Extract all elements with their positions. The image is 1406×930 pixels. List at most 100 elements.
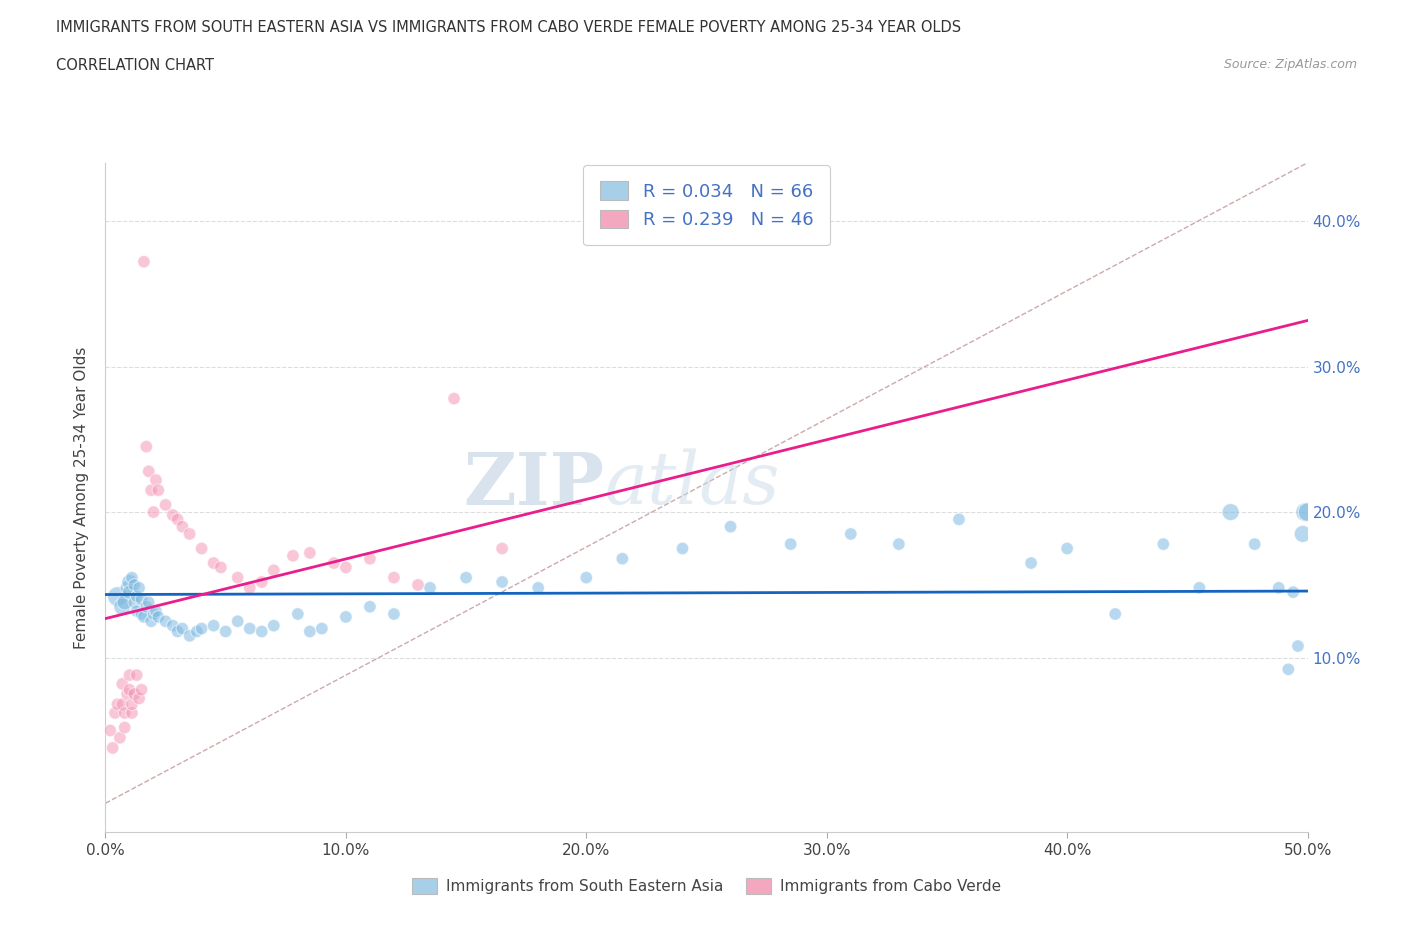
Point xyxy=(138,595,160,610)
Point xyxy=(139,483,162,498)
Point xyxy=(142,505,165,520)
Point xyxy=(335,609,357,624)
Point xyxy=(226,570,249,585)
Point xyxy=(202,555,225,570)
Point xyxy=(98,723,121,737)
Point xyxy=(491,541,513,556)
Point xyxy=(263,563,285,578)
Point xyxy=(382,606,405,621)
Point xyxy=(118,585,141,600)
Point xyxy=(107,589,129,604)
Point xyxy=(263,618,285,633)
Point xyxy=(454,570,477,585)
Point xyxy=(1277,662,1299,677)
Point xyxy=(118,668,141,683)
Point xyxy=(1294,505,1316,520)
Point xyxy=(107,697,129,711)
Point xyxy=(124,578,146,592)
Point xyxy=(948,512,970,526)
Point xyxy=(155,498,177,512)
Point xyxy=(527,580,550,595)
Point xyxy=(132,609,155,624)
Point xyxy=(209,560,232,575)
Point xyxy=(124,595,146,610)
Point xyxy=(419,580,441,595)
Point xyxy=(202,618,225,633)
Point xyxy=(114,595,136,610)
Point xyxy=(1292,526,1315,541)
Point xyxy=(1019,555,1042,570)
Point xyxy=(298,624,321,639)
Point xyxy=(1243,537,1265,551)
Point xyxy=(887,537,910,551)
Point xyxy=(1056,541,1078,556)
Legend: Immigrants from South Eastern Asia, Immigrants from Cabo Verde: Immigrants from South Eastern Asia, Immi… xyxy=(405,870,1008,902)
Point xyxy=(125,668,148,683)
Point xyxy=(281,549,304,564)
Point xyxy=(166,624,188,639)
Point xyxy=(111,676,134,691)
Point xyxy=(179,629,201,644)
Point xyxy=(111,599,134,614)
Point xyxy=(1282,585,1305,600)
Point xyxy=(298,545,321,560)
Point xyxy=(114,706,136,721)
Point xyxy=(142,606,165,621)
Point xyxy=(111,697,134,711)
Point xyxy=(186,624,208,639)
Point xyxy=(322,555,344,570)
Point xyxy=(128,691,150,706)
Point xyxy=(135,439,157,454)
Text: ZIP: ZIP xyxy=(464,448,605,520)
Point xyxy=(190,541,212,556)
Point xyxy=(148,609,170,624)
Point xyxy=(382,570,405,585)
Point xyxy=(172,519,194,534)
Point xyxy=(1104,606,1126,621)
Y-axis label: Female Poverty Among 25-34 Year Olds: Female Poverty Among 25-34 Year Olds xyxy=(75,346,90,649)
Point xyxy=(1296,505,1319,520)
Point xyxy=(121,570,143,585)
Point xyxy=(131,683,153,698)
Point xyxy=(239,621,262,636)
Text: CORRELATION CHART: CORRELATION CHART xyxy=(56,58,214,73)
Point xyxy=(250,624,273,639)
Point xyxy=(162,618,184,633)
Point xyxy=(131,606,153,621)
Point xyxy=(575,570,598,585)
Point xyxy=(124,686,146,701)
Point xyxy=(166,512,188,526)
Point xyxy=(335,560,357,575)
Point xyxy=(1219,505,1241,520)
Point xyxy=(121,697,143,711)
Point xyxy=(720,519,742,534)
Point xyxy=(115,580,138,595)
Point xyxy=(128,580,150,595)
Point xyxy=(311,621,333,636)
Point xyxy=(406,578,429,592)
Point xyxy=(1152,537,1174,551)
Text: atlas: atlas xyxy=(605,449,780,520)
Point xyxy=(115,686,138,701)
Point xyxy=(138,464,160,479)
Point xyxy=(118,575,141,590)
Point xyxy=(125,589,148,604)
Point xyxy=(132,254,155,269)
Point xyxy=(131,592,153,607)
Text: IMMIGRANTS FROM SOUTH EASTERN ASIA VS IMMIGRANTS FROM CABO VERDE FEMALE POVERTY : IMMIGRANTS FROM SOUTH EASTERN ASIA VS IM… xyxy=(56,20,962,35)
Point xyxy=(101,740,124,755)
Point xyxy=(443,392,465,406)
Point xyxy=(108,730,131,745)
Point xyxy=(114,720,136,735)
Point xyxy=(135,599,157,614)
Point xyxy=(287,606,309,621)
Point xyxy=(1188,580,1211,595)
Point xyxy=(839,526,862,541)
Point xyxy=(491,575,513,590)
Point xyxy=(145,472,167,487)
Point xyxy=(125,604,148,618)
Point xyxy=(145,604,167,618)
Point xyxy=(104,706,127,721)
Point xyxy=(190,621,212,636)
Point xyxy=(179,526,201,541)
